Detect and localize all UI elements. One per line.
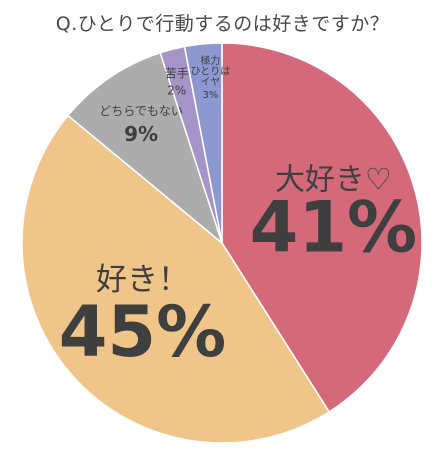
slice-label: ひとりは [191, 66, 231, 78]
slice-label: イヤ [201, 77, 221, 88]
slice-label: 好き！ [96, 262, 189, 298]
pie-slice [66, 51, 224, 246]
slice-label: どちらでもない [99, 104, 183, 118]
slice-label: 極力 [200, 54, 220, 67]
slice-value-label: 45% [59, 291, 227, 373]
chart-title: Q.ひとりで行動するのは好きですか？ [55, 13, 390, 35]
slice-value-label: 41% [250, 186, 418, 268]
slice-value-label: 3% [202, 90, 218, 101]
slice-label: 苦手 [165, 67, 189, 81]
pie-slice [21, 114, 331, 444]
pie-slice [221, 42, 423, 413]
slice-label: 大好き♡ [275, 162, 392, 197]
pie-slice [183, 42, 223, 244]
slice-value-label: 9% [124, 122, 158, 146]
slice-value-label: 2% [167, 84, 186, 98]
